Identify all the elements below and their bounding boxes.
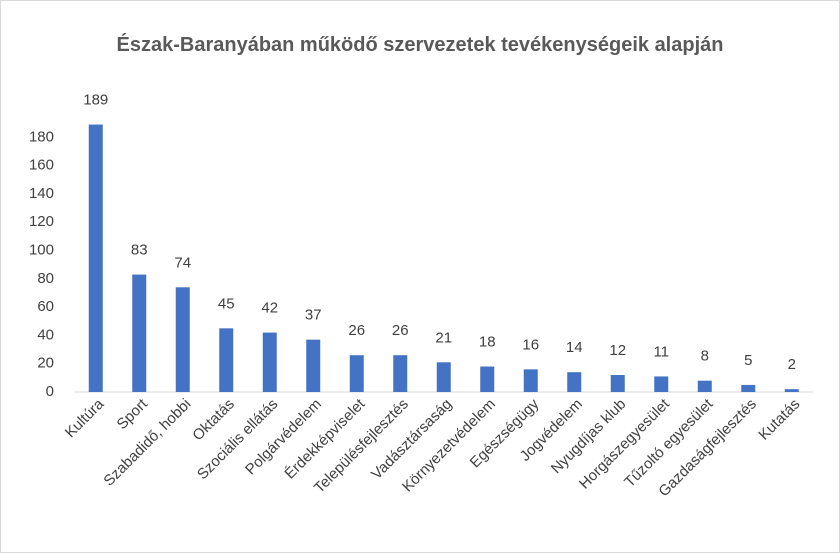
data-label: 16 <box>522 336 539 353</box>
y-tick-label: 180 <box>29 128 54 145</box>
data-label: 14 <box>566 339 583 356</box>
data-label: 83 <box>131 242 148 259</box>
y-tick-label: 20 <box>37 355 54 372</box>
y-tick-label: 0 <box>46 383 54 400</box>
data-label: 12 <box>609 342 626 359</box>
y-tick-label: 60 <box>37 298 54 315</box>
chart-title: Észak-Baranyában működő szervezetek tevé… <box>116 34 724 56</box>
bar <box>480 366 495 392</box>
y-tick-label: 160 <box>29 157 54 174</box>
bar <box>88 124 103 392</box>
bar <box>610 375 625 392</box>
bar <box>654 376 669 392</box>
bar <box>219 328 234 392</box>
data-label: 189 <box>83 92 108 109</box>
bar <box>523 369 538 392</box>
data-label: 26 <box>348 322 365 339</box>
bar <box>436 362 451 392</box>
data-label: 5 <box>744 352 752 369</box>
data-label: 37 <box>305 307 322 324</box>
data-label: 11 <box>653 343 669 360</box>
bar <box>349 355 364 392</box>
bar <box>132 274 147 392</box>
data-label: 21 <box>435 329 452 346</box>
bar <box>175 287 190 392</box>
data-label: 8 <box>701 348 709 365</box>
bar <box>393 355 408 392</box>
bar <box>262 332 277 392</box>
y-tick-label: 80 <box>37 270 54 287</box>
data-label: 42 <box>261 300 278 317</box>
y-tick-label: 120 <box>29 213 54 230</box>
data-label: 45 <box>218 295 235 312</box>
data-label: 2 <box>788 356 796 373</box>
bar <box>567 372 582 392</box>
y-tick-label: 40 <box>37 326 54 343</box>
y-tick-label: 140 <box>29 185 54 202</box>
bar <box>784 389 799 392</box>
data-label: 26 <box>392 322 409 339</box>
bar <box>741 384 756 392</box>
data-label: 18 <box>479 333 496 350</box>
data-label: 74 <box>174 254 191 271</box>
bar <box>697 380 712 392</box>
bar <box>306 339 321 392</box>
y-tick-label: 100 <box>29 241 54 258</box>
